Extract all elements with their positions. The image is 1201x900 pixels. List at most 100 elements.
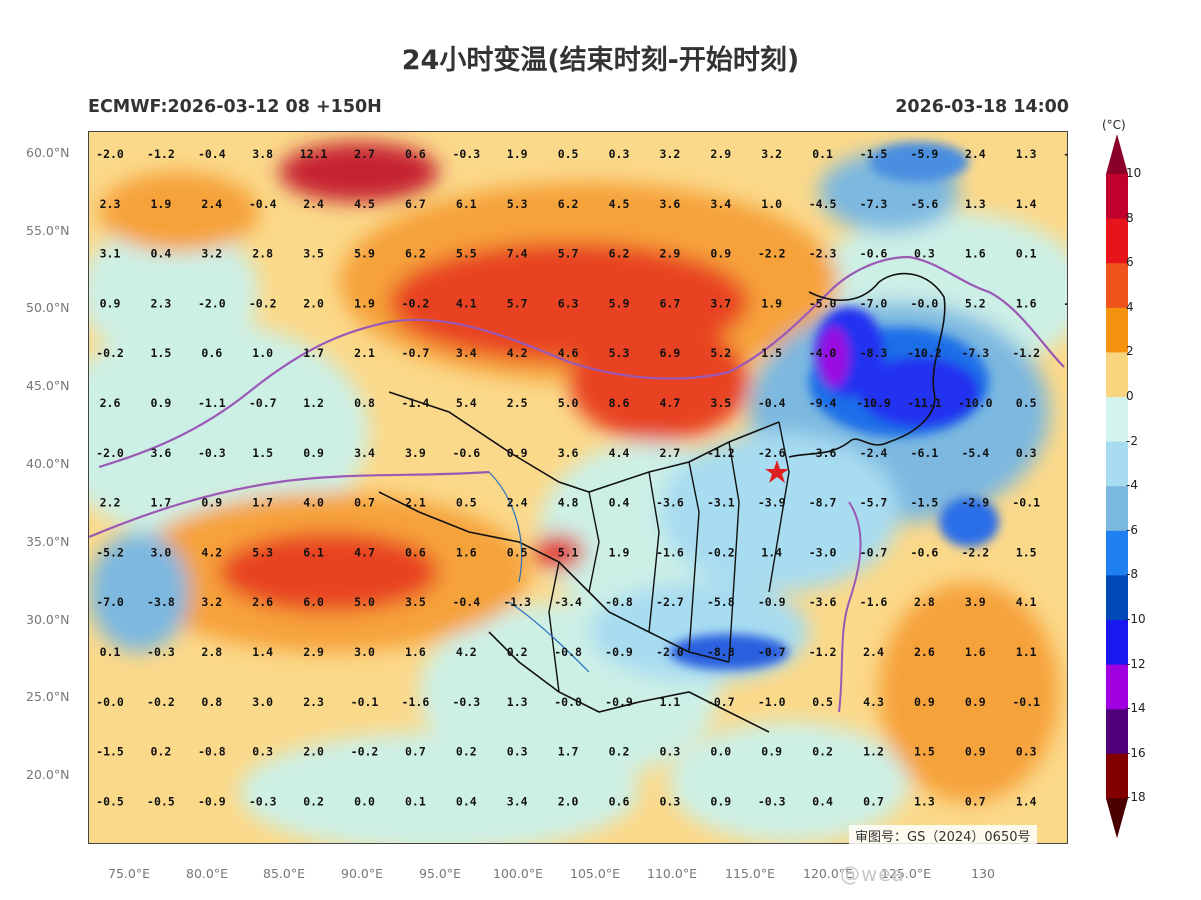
grid-value: 1.5 (1067, 396, 1068, 410)
grid-value: 0.9 (201, 496, 222, 510)
grid-value: -0.7 (707, 695, 735, 709)
grid-value: 6.1 (456, 197, 477, 211)
grid-value: 5.1 (558, 545, 579, 559)
grid-value: 4.8 (558, 496, 579, 510)
grid-value: 4.0 (303, 496, 324, 510)
grid-value: 2.4 (965, 147, 986, 161)
grid-value: -0.5 (96, 794, 124, 808)
grid-value: 0.4 (1067, 695, 1068, 709)
grid-value: 3.6 (558, 446, 579, 460)
lon-label-80: 80.0°E (186, 866, 228, 881)
grid-value: 3.0 (252, 695, 273, 709)
grid-value: -8.3 (860, 346, 888, 360)
colorbar-tick-label: -10 (1126, 612, 1146, 626)
grid-value: 0.9 (507, 446, 528, 460)
colorbar-segment (1106, 486, 1128, 532)
lon-label-115: 115.0°E (725, 866, 775, 881)
grid-value: 0.6 (609, 794, 630, 808)
grid-value: 1.1 (1016, 645, 1037, 659)
grid-value: -1.0 (1063, 147, 1068, 161)
grid-value: -2.2 (758, 247, 786, 261)
grid-value: 0.2 (507, 645, 528, 659)
grid-value: -0.0 (554, 695, 582, 709)
grid-value: 0.3 (507, 745, 528, 759)
grid-value: -1.2 (147, 147, 175, 161)
grid-value: 5.7 (558, 247, 579, 261)
grid-value: -2.0 (96, 147, 124, 161)
lat-label-50: 50.0°N (26, 300, 70, 315)
grid-value: 1.4 (252, 645, 273, 659)
grid-value: 3.4 (354, 446, 375, 460)
grid-value: -0.9 (198, 794, 226, 808)
grid-value: -1.1 (198, 396, 226, 410)
grid-value: 1.7 (151, 496, 172, 510)
grid-value: 0.9 (710, 247, 731, 261)
grid-value: 0.7 (405, 745, 426, 759)
grid-value: -1.5 (860, 147, 888, 161)
grid-value: 2.3 (100, 197, 121, 211)
grid-value: 1.5 (914, 745, 935, 759)
grid-value: 2.6 (914, 645, 935, 659)
grid-value: -0.1 (1012, 695, 1040, 709)
province-border-central (378, 491, 730, 663)
grid-value: -2.0 (198, 296, 226, 310)
grid-value: 0.9 (100, 296, 121, 310)
province-border-south (488, 631, 770, 733)
lat-label-60: 60.0°N (26, 145, 70, 160)
grid-value: -0.7 (758, 645, 786, 659)
grid-value: 5.2 (710, 346, 731, 360)
grid-value: 1.3 (507, 695, 528, 709)
grid-value: 0.3 (660, 745, 681, 759)
grid-value: -2.2 (961, 545, 989, 559)
grid-value: -0.2 (402, 296, 430, 310)
grid-value: 5.9 (609, 296, 630, 310)
grid-value: 1.4 (1067, 794, 1068, 808)
grid-value: -0.9 (758, 595, 786, 609)
grid-value: 1.8 (1067, 595, 1068, 609)
grid-value: -0.6 (911, 545, 939, 559)
colorbar-top-cap (1106, 134, 1128, 174)
grid-value: 0.1 (100, 645, 121, 659)
grid-value: -3.6 (809, 595, 837, 609)
beijing-star-icon (765, 460, 789, 483)
colorbar-segment (1106, 664, 1128, 710)
grid-value: -0.6 (860, 247, 888, 261)
grid-value: 0.9 (965, 745, 986, 759)
grid-value: 2.0 (303, 296, 324, 310)
grid-value: 2.5 (507, 396, 528, 410)
grid-value: 3.8 (252, 147, 273, 161)
grid-value: 0.1 (405, 794, 426, 808)
grid-value: 4.1 (456, 296, 477, 310)
grid-value: 5.9 (354, 247, 375, 261)
grid-value: 0.0 (354, 794, 375, 808)
colorbar-tick-label: 2 (1126, 344, 1134, 359)
model-run-label: ECMWF:2026-03-12 08 +150H (88, 97, 382, 117)
colorbar-unit: (°C) (1102, 118, 1126, 132)
grid-value: 2.9 (660, 247, 681, 261)
grid-value: 1.9 (507, 147, 528, 161)
grid-value: 2.9 (303, 645, 324, 659)
grid-value: 1.2 (303, 396, 324, 410)
grid-value: -10.2 (907, 346, 942, 360)
grid-value: 1.1 (660, 695, 681, 709)
colorbar-segment (1106, 174, 1128, 220)
grid-value: 1.0 (252, 346, 273, 360)
grid-value: 0.4 (456, 794, 477, 808)
grid-value: -2.3 (809, 247, 837, 261)
grid-value: 5.7 (507, 296, 528, 310)
grid-value: -0.2 (96, 346, 124, 360)
grid-value: 1.6 (405, 645, 426, 659)
grid-value: 4.5 (609, 197, 630, 211)
grid-value: 3.6 (151, 446, 172, 460)
grid-value: 2.2 (100, 496, 121, 510)
grid-value: 0.7 (354, 496, 375, 510)
grid-value: 1.4 (1016, 794, 1037, 808)
lat-label-25: 25.0°N (26, 689, 70, 704)
grid-value: -7.3 (860, 197, 888, 211)
grid-value: -5.9 (911, 147, 939, 161)
grid-value: 1.3 (965, 197, 986, 211)
lon-label-75: 75.0°E (108, 866, 150, 881)
grid-value: 4.7 (660, 396, 681, 410)
grid-value: 5.3 (609, 346, 630, 360)
grid-value: 0.7 (965, 794, 986, 808)
